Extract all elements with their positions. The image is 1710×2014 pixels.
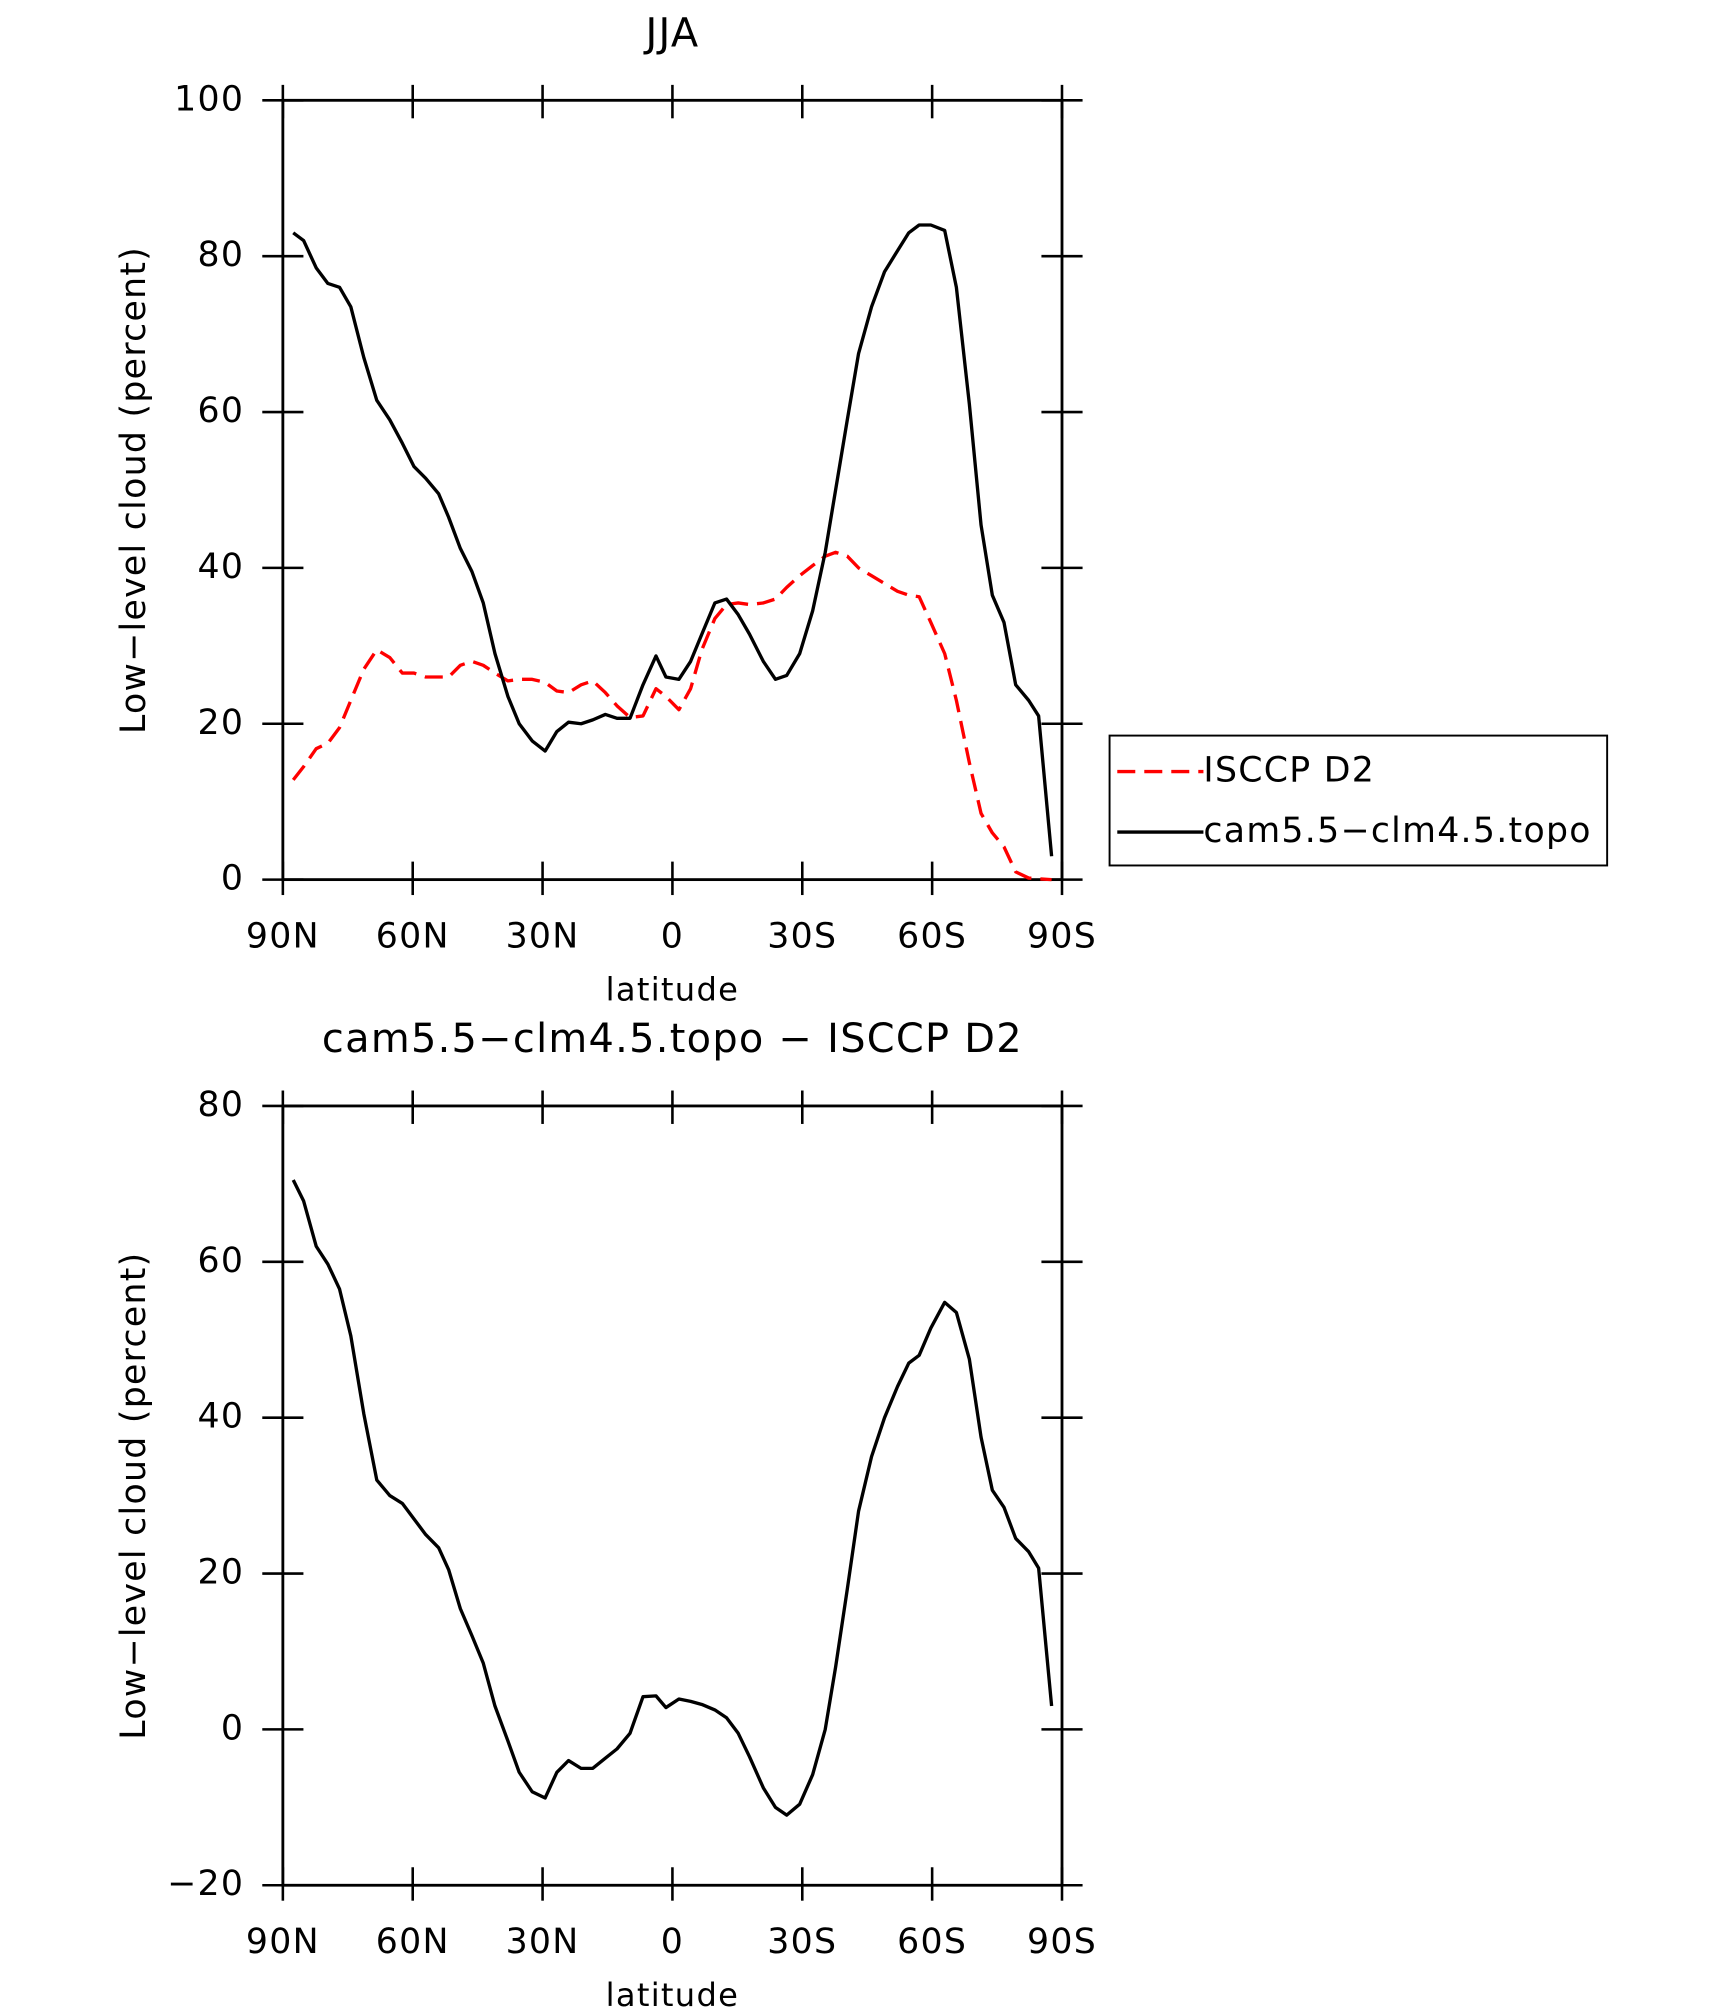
y-tick-label: 80 [198, 1085, 245, 1125]
y-tick-label: 60 [198, 1241, 245, 1281]
x-axis-label: latitude [606, 1976, 740, 2010]
y-tick-label: 100 [174, 79, 244, 119]
plot-frame [281, 98, 1064, 882]
x-tick-label: 60S [897, 916, 967, 956]
y-tick-label: 40 [198, 1397, 245, 1437]
y-axis-label: Low−level cloud (percent) [114, 1252, 154, 1740]
data-line [291, 550, 1052, 882]
legend: ISCCP D2 cam5.5−clm4.5.topo [1108, 734, 1609, 867]
x-tick-label: 60N [376, 1922, 450, 1962]
y-tick-label: 20 [198, 703, 245, 743]
x-tick-label: 90S [1027, 916, 1097, 956]
y-tick-label: 20 [198, 1553, 245, 1593]
x-tick-label: 60S [897, 1922, 967, 1962]
y-tick-label: 0 [221, 1708, 244, 1748]
data-line [292, 223, 1054, 857]
x-tick-label: 30N [506, 1922, 580, 1962]
x-axis-label: latitude [606, 970, 740, 1008]
x-tick-label: 30S [767, 1922, 837, 1962]
plot-frame [281, 1104, 1064, 1887]
y-tick-label: 40 [198, 547, 245, 587]
x-tick-label: 0 [661, 1922, 684, 1962]
y-tick-label: 80 [198, 235, 245, 275]
y-tick-label: 60 [198, 391, 245, 431]
x-tick-label: 60N [376, 916, 450, 956]
chart-title: cam5.5−clm4.5.topo − ISCCP D2 [322, 1016, 1023, 1062]
x-tick-label: 90N [246, 916, 320, 956]
y-tick-label: −20 [167, 1864, 244, 1904]
x-tick-label: 90N [246, 1922, 320, 1962]
legend-label: ISCCP D2 [1203, 751, 1375, 791]
chart-title: JJA [642, 11, 699, 57]
x-tick-label: 0 [661, 916, 684, 956]
y-axis-label: Low−level cloud (percent) [114, 246, 154, 734]
data-line [291, 1179, 1054, 1817]
x-tick-label: 90S [1027, 1922, 1097, 1962]
y-tick-label: 0 [221, 859, 244, 899]
legend-label: cam5.5−clm4.5.topo [1203, 811, 1591, 851]
x-tick-label: 30N [506, 916, 580, 956]
legend-box [1108, 734, 1609, 867]
x-tick-label: 30S [767, 916, 837, 956]
